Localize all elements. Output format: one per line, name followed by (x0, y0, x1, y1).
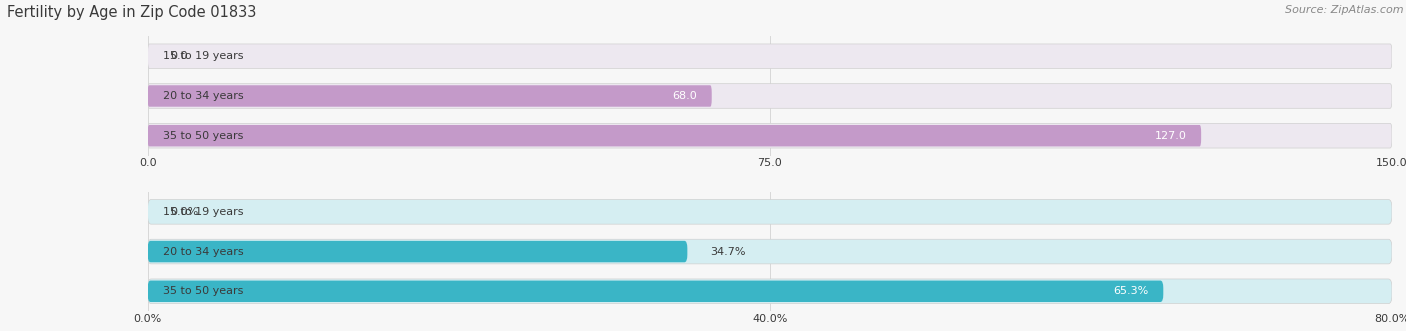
FancyBboxPatch shape (148, 239, 1392, 264)
FancyBboxPatch shape (148, 241, 688, 262)
Text: 0.0%: 0.0% (170, 207, 198, 217)
Text: 20 to 34 years: 20 to 34 years (163, 91, 243, 101)
FancyBboxPatch shape (148, 125, 1201, 146)
Text: 127.0: 127.0 (1154, 131, 1187, 141)
Text: 68.0: 68.0 (672, 91, 697, 101)
Text: 0.0: 0.0 (170, 51, 187, 61)
Text: Fertility by Age in Zip Code 01833: Fertility by Age in Zip Code 01833 (7, 5, 256, 20)
Text: 35 to 50 years: 35 to 50 years (163, 286, 243, 296)
Text: 15 to 19 years: 15 to 19 years (163, 51, 243, 61)
Text: 34.7%: 34.7% (710, 247, 745, 257)
FancyBboxPatch shape (148, 200, 1392, 224)
Text: 20 to 34 years: 20 to 34 years (163, 247, 243, 257)
Text: 35 to 50 years: 35 to 50 years (163, 131, 243, 141)
FancyBboxPatch shape (148, 279, 1392, 304)
FancyBboxPatch shape (148, 84, 1392, 108)
Text: Source: ZipAtlas.com: Source: ZipAtlas.com (1285, 5, 1403, 15)
Text: 15 to 19 years: 15 to 19 years (163, 207, 243, 217)
FancyBboxPatch shape (148, 44, 1392, 69)
FancyBboxPatch shape (148, 123, 1392, 148)
FancyBboxPatch shape (148, 85, 711, 107)
Text: 65.3%: 65.3% (1114, 286, 1149, 296)
FancyBboxPatch shape (148, 281, 1163, 302)
